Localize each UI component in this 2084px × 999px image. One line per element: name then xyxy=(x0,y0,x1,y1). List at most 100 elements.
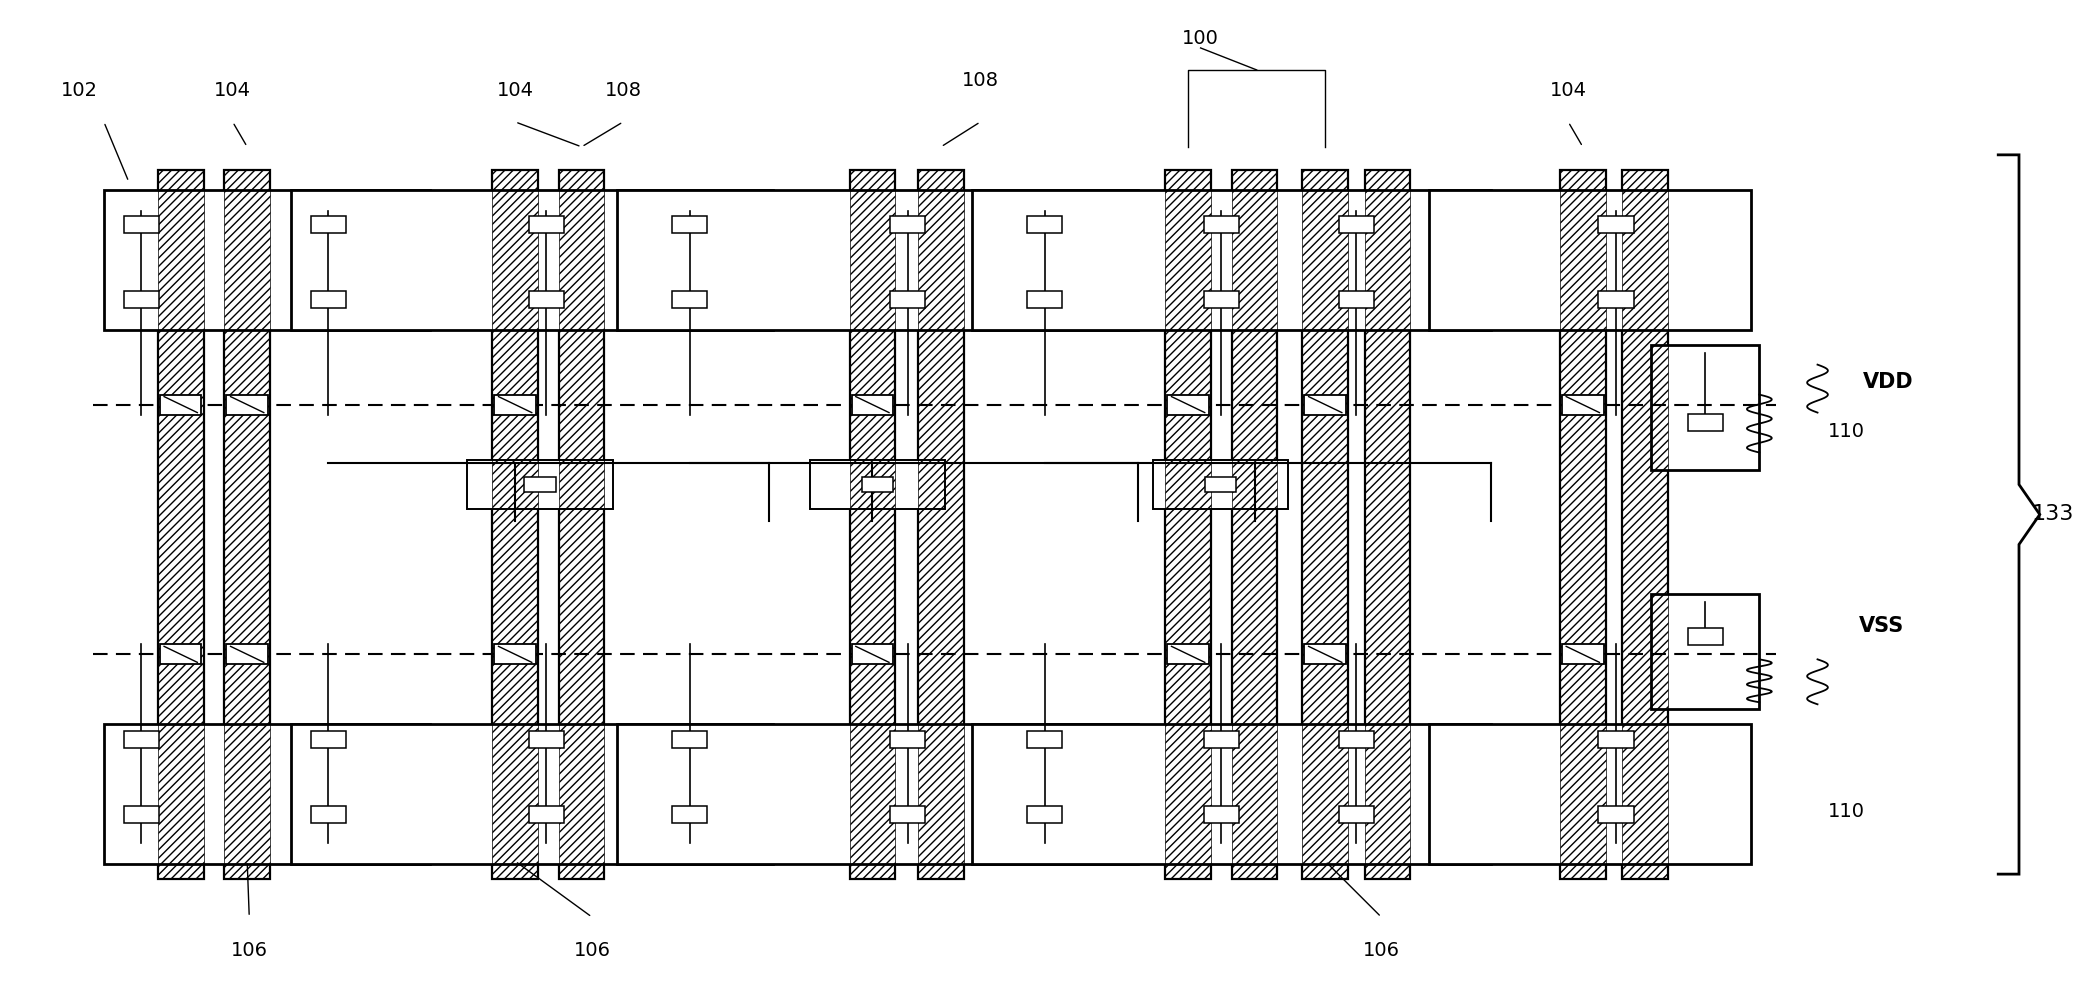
Text: 133: 133 xyxy=(2032,504,2074,524)
Bar xyxy=(1338,731,1373,747)
Bar xyxy=(919,170,963,879)
Bar xyxy=(1598,216,1634,233)
Bar xyxy=(1205,292,1240,308)
Text: 104: 104 xyxy=(215,81,252,100)
Bar xyxy=(671,292,706,308)
Bar xyxy=(671,731,706,747)
Bar xyxy=(104,190,429,330)
Bar xyxy=(1338,216,1373,233)
Bar xyxy=(529,292,565,308)
Bar xyxy=(890,805,925,823)
Bar xyxy=(1365,170,1411,879)
Bar xyxy=(160,644,202,664)
Bar xyxy=(1598,731,1634,747)
Bar xyxy=(1205,731,1240,747)
Bar xyxy=(467,460,613,509)
Bar xyxy=(1688,414,1723,432)
Bar xyxy=(1167,395,1209,415)
Bar xyxy=(811,460,946,509)
Bar xyxy=(1561,170,1605,879)
Text: 104: 104 xyxy=(496,81,534,100)
Bar xyxy=(1167,644,1209,664)
Bar xyxy=(227,395,269,415)
Text: 110: 110 xyxy=(1828,801,1865,821)
Bar xyxy=(225,170,271,879)
Bar xyxy=(671,805,706,823)
Bar xyxy=(1232,170,1277,879)
Text: 106: 106 xyxy=(231,941,267,960)
Bar xyxy=(671,216,706,233)
Bar xyxy=(158,170,204,879)
Bar xyxy=(1305,395,1346,415)
Text: 110: 110 xyxy=(1828,422,1865,442)
Bar xyxy=(311,216,346,233)
Text: 106: 106 xyxy=(573,941,611,960)
Bar xyxy=(1430,190,1751,330)
Bar xyxy=(919,170,963,879)
Bar xyxy=(1027,731,1063,747)
Bar xyxy=(1651,594,1759,709)
Bar xyxy=(1365,170,1411,879)
Bar xyxy=(890,731,925,747)
Bar xyxy=(971,190,1492,330)
Bar xyxy=(311,292,346,308)
Bar xyxy=(850,170,896,879)
Bar xyxy=(852,644,894,664)
Text: 100: 100 xyxy=(1182,29,1219,48)
Bar xyxy=(1027,216,1063,233)
Bar xyxy=(525,477,556,492)
Bar xyxy=(104,724,429,864)
Bar xyxy=(529,216,565,233)
Bar xyxy=(1563,395,1603,415)
Bar xyxy=(494,644,536,664)
Bar xyxy=(1598,805,1634,823)
Bar xyxy=(529,731,565,747)
Bar xyxy=(311,805,346,823)
Bar xyxy=(123,292,158,308)
Bar xyxy=(617,724,1138,864)
Bar xyxy=(1027,805,1063,823)
Bar xyxy=(890,292,925,308)
Bar xyxy=(1152,460,1288,509)
Bar xyxy=(1205,477,1236,492)
Bar xyxy=(123,805,158,823)
Text: 102: 102 xyxy=(60,81,98,100)
Bar xyxy=(852,395,894,415)
Bar xyxy=(494,395,536,415)
Bar xyxy=(1621,170,1667,879)
Bar xyxy=(1598,292,1634,308)
Bar xyxy=(225,170,271,879)
Bar xyxy=(1302,170,1348,879)
Bar xyxy=(1205,216,1240,233)
Bar xyxy=(292,724,773,864)
Bar xyxy=(971,724,1492,864)
Bar xyxy=(292,190,773,330)
Bar xyxy=(1338,805,1373,823)
Text: 108: 108 xyxy=(604,81,642,100)
Bar xyxy=(1561,170,1605,879)
Bar xyxy=(160,395,202,415)
Bar xyxy=(1430,724,1751,864)
Bar xyxy=(1621,170,1667,879)
Bar xyxy=(1232,170,1277,879)
Bar xyxy=(123,731,158,747)
Bar xyxy=(1338,292,1373,308)
Bar xyxy=(617,190,1138,330)
Bar xyxy=(863,477,894,492)
Text: 108: 108 xyxy=(963,71,998,90)
Text: 106: 106 xyxy=(1363,941,1400,960)
Bar xyxy=(1165,170,1211,879)
Bar xyxy=(559,170,604,879)
Bar xyxy=(1205,805,1240,823)
Bar xyxy=(559,170,604,879)
Bar xyxy=(1302,170,1348,879)
Bar xyxy=(1688,628,1723,645)
Bar xyxy=(492,170,538,879)
Bar xyxy=(850,170,896,879)
Bar xyxy=(123,216,158,233)
Text: VDD: VDD xyxy=(1863,372,1913,392)
Bar xyxy=(1651,345,1759,470)
Text: VSS: VSS xyxy=(1859,616,1905,636)
Bar xyxy=(1165,170,1211,879)
Bar xyxy=(311,731,346,747)
